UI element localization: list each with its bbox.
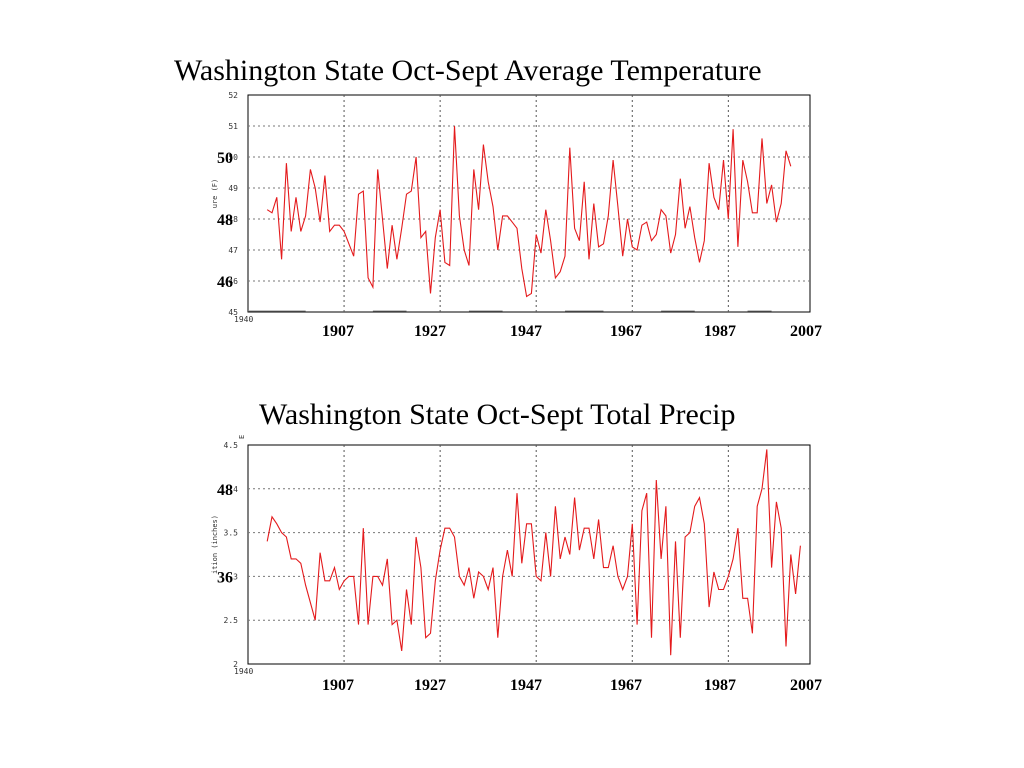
inner-y-tick-label: 2: [233, 660, 238, 669]
overlay-y-tick-label: 48: [217, 482, 233, 499]
inner-y-tick-label: 4.5: [224, 441, 239, 450]
inner-y-tick-label: 49: [228, 184, 238, 193]
overlay-x-tick-label: 1987: [704, 323, 736, 340]
y-axis-label: ition (inches): [211, 515, 219, 574]
overlay-x-tick-label: 1967: [610, 677, 642, 694]
overlay-x-tick-label: 1907: [322, 677, 354, 694]
top-axis-label: E: [238, 435, 246, 439]
overlay-x-tick-label: 2007: [790, 677, 822, 694]
inner-y-tick-label: 50: [228, 153, 238, 162]
plot-frame: [247, 94, 811, 313]
inner-y-tick-label: 45: [228, 308, 238, 317]
series-line: [266, 125, 792, 298]
inner-y-tick-label: 2.5: [224, 616, 239, 625]
precip-chart-title: Washington State Oct-Sept Total Precip: [259, 398, 736, 431]
overlay-x-tick-label: 1907: [322, 323, 354, 340]
inner-y-tick-label: 48: [228, 215, 238, 224]
overlay-y-tick-label: 50: [217, 150, 233, 167]
overlay-x-tick-label: 1927: [414, 323, 446, 340]
inner-y-tick-label: 51: [228, 122, 238, 131]
temperature-chart: 45 46 47 48 49 50 51 52 1940 ure (F) 50 48 46 1907 192…: [211, 91, 822, 340]
overlay-y-tick-label: 46: [217, 274, 233, 291]
y-axis-label: ure (F): [211, 179, 219, 209]
inner-y-tick-label: 3: [233, 572, 238, 581]
corner-tick-label: 1940: [234, 315, 253, 324]
temperature-chart-title: Washington State Oct-Sept Average Temper…: [174, 54, 762, 87]
inner-y-tick-label: 47: [228, 246, 238, 255]
inner-y-tick-label: 52: [228, 91, 238, 100]
overlay-x-tick-label: 1947: [510, 677, 542, 694]
inner-y-tick-label: 4: [233, 485, 238, 494]
overlay-x-tick-label: 2007: [790, 323, 822, 340]
overlay-x-tick-label: 1927: [414, 677, 446, 694]
plot-frame: [247, 444, 811, 665]
overlay-x-tick-label: 1947: [510, 323, 542, 340]
overlay-y-tick-label: 36: [217, 569, 233, 586]
overlay-x-tick-label: 1987: [704, 677, 736, 694]
inner-y-tick-label: 3.5: [224, 529, 239, 538]
corner-tick-label: 1940: [234, 667, 253, 676]
overlay-x-tick-label: 1967: [610, 323, 642, 340]
series-line: [266, 449, 801, 656]
overlay-y-tick-label: 48: [217, 212, 233, 229]
inner-y-tick-label: 46: [228, 277, 238, 286]
